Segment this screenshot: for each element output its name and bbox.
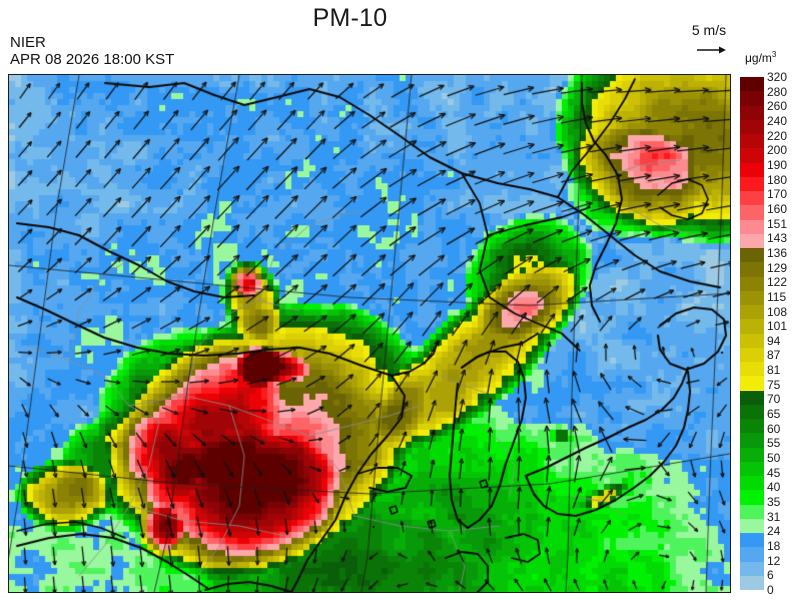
colorbar-band (740, 504, 764, 519)
colorbar-tick-label: 260 (767, 99, 788, 114)
colorbar-band (740, 575, 764, 590)
colorbar-tick-label: 160 (767, 201, 788, 216)
colorbar-tick-label: 45 (767, 465, 781, 480)
colorbar-band (740, 433, 764, 448)
colorbar-tick-label: 136 (767, 245, 788, 260)
colorbar-tick-label: 190 (767, 157, 788, 172)
colorbar-band (740, 547, 764, 562)
colorbar-band (740, 333, 764, 348)
colorbar-band (740, 390, 764, 405)
colorbar-tick-label: 122 (767, 275, 788, 290)
colorbar-band (740, 248, 764, 263)
colorbar-band (740, 191, 764, 206)
wind-scale-label: 5 m/s (691, 22, 727, 38)
colorbar-tick-label: 81 (767, 363, 781, 378)
colorbar-tick-label: 65 (767, 407, 781, 422)
colorbar-tick-label: 0 (767, 583, 774, 597)
concentration-map-canvas[interactable] (9, 75, 730, 592)
colorbar-band (740, 119, 764, 134)
colorbar-tick-label: 94 (767, 333, 781, 348)
colorbar-band (740, 404, 764, 419)
colorbar-tick-label: 50 (767, 451, 781, 466)
colorbar-band (740, 461, 764, 476)
colorbar-band (740, 276, 764, 291)
colorbar-tick-label: 70 (767, 392, 781, 407)
wind-scale-key: 5 m/s (659, 22, 759, 55)
colorbar-tick-label: 143 (767, 231, 788, 246)
colorbar-band (740, 362, 764, 377)
colorbar-band (740, 233, 764, 248)
forecast-datetime-label: APR 08 2026 18:00 KST (10, 51, 175, 68)
colorbar-band (740, 561, 764, 576)
colorbar-tick-label: 101 (767, 319, 788, 334)
agency-label: NIER (10, 34, 46, 51)
colorbar-tick-label: 108 (767, 304, 788, 319)
right-arrow-icon (659, 43, 759, 55)
colorbar-band (740, 376, 764, 391)
colorbar-tick-label: 60 (767, 421, 781, 436)
colorbar-band (740, 290, 764, 305)
colorbar-band (740, 319, 764, 334)
colorbar-tick-label: 240 (767, 113, 788, 128)
colorbar-band (740, 91, 764, 106)
page-title: PM-10 (312, 4, 388, 32)
colorbar-tick-label: 40 (767, 480, 781, 495)
colorbar-tick-label: 129 (767, 260, 788, 275)
colorbar-band (740, 262, 764, 277)
colorbar-tick-label: 280 (767, 84, 788, 99)
colorbar-tick-label: 35 (767, 495, 781, 510)
colorbar-tick-label: 6 (767, 568, 774, 583)
colorbar-band (740, 134, 764, 149)
colorbar-unit-text: μg/m (745, 51, 772, 65)
colorbar-band (740, 447, 764, 462)
colorbar-tick-label: 170 (767, 187, 788, 202)
colorbar-band (740, 533, 764, 548)
colorbar-band (740, 305, 764, 320)
colorbar-unit-exponent: 3 (771, 50, 777, 59)
colorbar-band (740, 105, 764, 120)
colorbar-tick-label: 151 (767, 216, 788, 231)
colorbar-tick-label: 31 (767, 509, 781, 524)
colorbar-unit-label: μg/m3 (745, 50, 776, 65)
colorbar-band (740, 219, 764, 234)
colorbar-band (740, 347, 764, 362)
colorbar-band (740, 490, 764, 505)
colorbar-tick-label: 87 (767, 348, 781, 363)
colorbar-tick-label: 18 (767, 539, 781, 554)
colorbar-tick-labels: 320 280 260 240 220 200 190 180 170 160 151 143 136 1… (767, 71, 799, 596)
colorbar-tick-label: 12 (767, 553, 781, 568)
colorbar-band (740, 176, 764, 191)
colorbar-band (740, 205, 764, 220)
colorbar (740, 77, 764, 590)
colorbar-band (740, 476, 764, 491)
colorbar-band (740, 148, 764, 163)
colorbar-tick-label: 200 (767, 143, 788, 158)
colorbar-tick-label: 55 (767, 436, 781, 451)
colorbar-tick-label: 24 (767, 524, 781, 539)
colorbar-tick-label: 75 (767, 377, 781, 392)
colorbar-tick-label: 220 (767, 128, 788, 143)
colorbar-band (740, 162, 764, 177)
colorbar-tick-label: 115 (767, 289, 787, 304)
colorbar-band (740, 77, 764, 92)
colorbar-tick-label: 180 (767, 172, 788, 187)
colorbar-tick-label: 320 (767, 70, 788, 84)
colorbar-band (740, 419, 764, 434)
colorbar-band (740, 518, 764, 533)
map-panel[interactable] (8, 74, 731, 593)
